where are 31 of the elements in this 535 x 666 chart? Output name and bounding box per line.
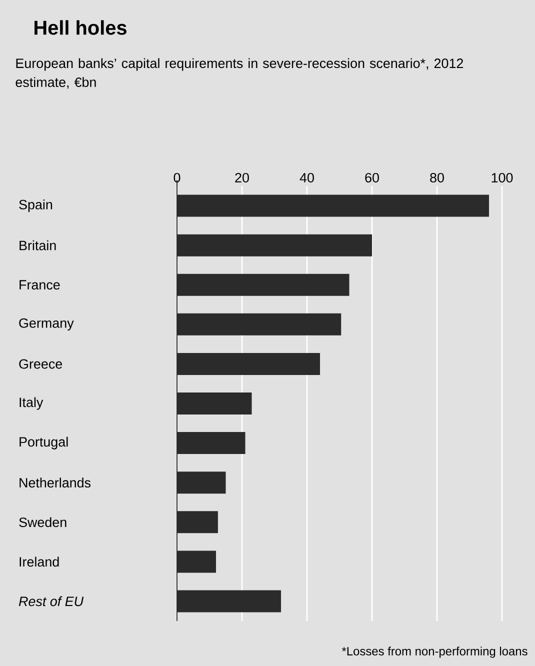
y-tick-label: Ireland — [20, 556, 59, 567]
y-tick-label: Italy — [20, 397, 44, 410]
x-tick-label: 60 — [365, 172, 379, 182]
bar — [177, 550, 216, 573]
y-tick-label: Britain — [20, 240, 56, 250]
y-tick-label: Spain — [19, 200, 52, 212]
x-tick-label: 80 — [430, 172, 444, 182]
y-tick-label: Netherlands — [20, 478, 91, 488]
x-tick-label: 100 — [492, 172, 513, 182]
x-tick-label: 40 — [300, 172, 314, 182]
y-tick-label: Rest of EU — [18, 596, 84, 606]
bar — [177, 274, 350, 296]
y-tick-label: Greece — [19, 359, 62, 369]
bar — [177, 392, 252, 415]
bar — [177, 590, 281, 612]
bar — [177, 234, 372, 256]
bar — [177, 511, 218, 534]
bar — [177, 432, 246, 454]
y-tick-label: France — [20, 280, 60, 290]
y-tick-label: Germany — [19, 318, 74, 331]
x-tick-label: 20 — [235, 172, 249, 182]
bar — [177, 194, 490, 217]
bar — [177, 352, 320, 375]
chart-title: Hell holes — [34, 20, 126, 35]
y-tick-label: Portugal — [20, 436, 68, 450]
bar — [177, 472, 226, 494]
chart-subtitle: European banks’ capital requirements in severe-recession scenario*, 2012 estimate, €bn — [16, 58, 464, 89]
bar — [177, 313, 342, 336]
x-tick-label: 0 — [174, 172, 180, 182]
y-tick-label: Sweden — [19, 517, 66, 528]
text: *Losses from non-performing loans — [342, 646, 528, 658]
